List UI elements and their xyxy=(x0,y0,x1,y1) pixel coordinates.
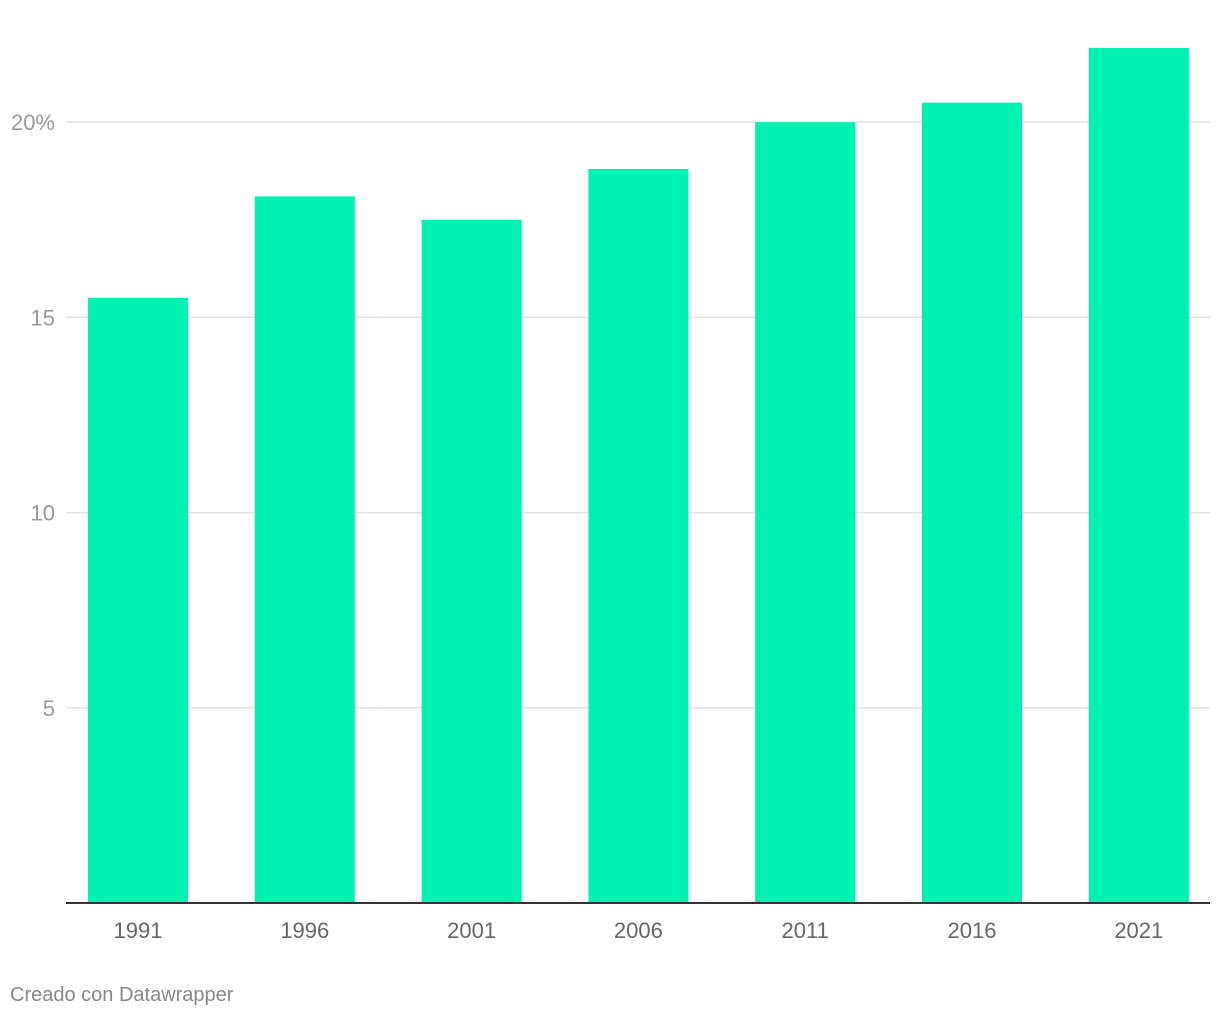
x-tick-label: 1996 xyxy=(280,918,329,943)
x-tick-label: 2001 xyxy=(447,918,496,943)
x-tick-label: 2016 xyxy=(948,918,997,943)
bar-2001 xyxy=(421,219,522,903)
x-axis-ticks: 1991 1996 2001 2006 2011 2016 2021 xyxy=(114,918,1164,943)
y-tick-label: 10 xyxy=(31,501,55,526)
bars xyxy=(88,48,1189,903)
x-tick-label: 2011 xyxy=(782,918,829,943)
y-axis-ticks: 5 10 15 20% xyxy=(11,110,55,721)
y-tick-label: 5 xyxy=(43,696,55,721)
bar-2006 xyxy=(588,169,689,903)
x-tick-label: 2021 xyxy=(1114,918,1163,943)
y-tick-label: 15 xyxy=(31,305,55,330)
y-tick-label: 20% xyxy=(11,110,55,135)
x-tick-label: 2006 xyxy=(614,918,663,943)
bar-2021 xyxy=(1088,48,1189,903)
x-tick-label: 1991 xyxy=(114,918,163,943)
footer-credit: Creado con Datawrapper xyxy=(10,984,234,1006)
bar-chart: 5 10 15 20% 1991 1996 2001 2006 2011 2016 2021 xyxy=(11,48,1210,943)
bar-1991 xyxy=(88,297,188,903)
bar-1996 xyxy=(254,196,355,903)
bar-2016 xyxy=(922,102,1022,903)
bar-2011 xyxy=(755,122,856,903)
